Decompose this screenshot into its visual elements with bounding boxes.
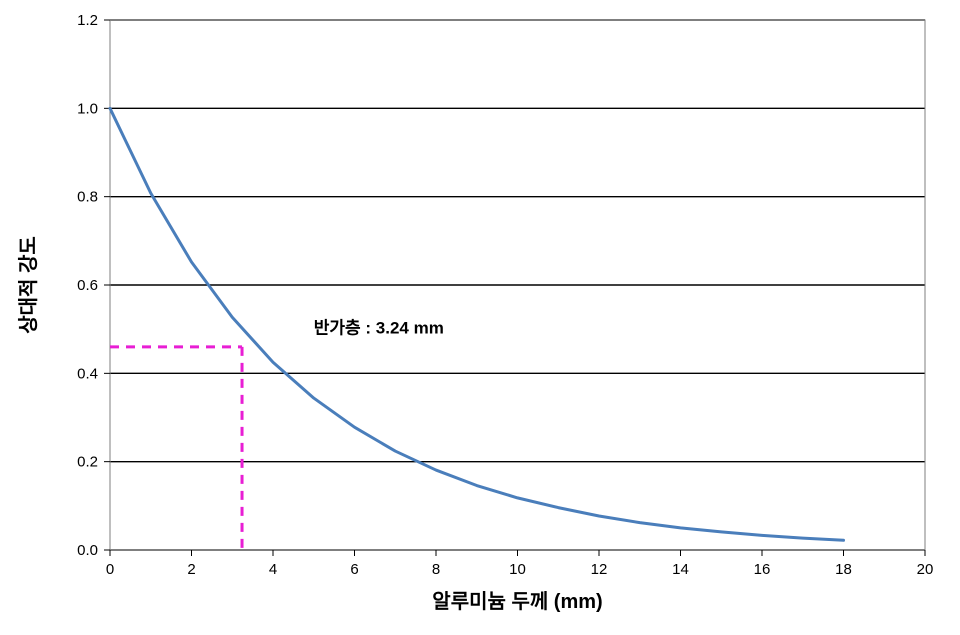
x-tick-label: 0 xyxy=(106,561,114,578)
x-tick-label: 16 xyxy=(754,561,771,578)
x-axis-title: 알루미늄 두께 (mm) xyxy=(432,590,602,613)
x-tick-label: 12 xyxy=(591,561,608,578)
series-line xyxy=(110,108,844,540)
chart-svg: 0 2 4 6 8 10 12 14 16 18 20 0.0 0.2 0.4 0.6 0.8 1.0 1.2 반가… xyxy=(0,0,960,635)
y-tick-label: 0.0 xyxy=(77,542,98,559)
x-tick-label: 2 xyxy=(187,561,195,578)
y-tick-label: 0.2 xyxy=(77,454,98,471)
x-tick-label: 20 xyxy=(917,561,934,578)
y-tick-label: 1.2 xyxy=(77,12,98,29)
chart-container: 0 2 4 6 8 10 12 14 16 18 20 0.0 0.2 0.4 0.6 0.8 1.0 1.2 반가… xyxy=(0,0,960,635)
y-tick-label: 1.0 xyxy=(77,100,98,117)
annotation-label: 반가층 : 3.24 mm xyxy=(314,319,444,338)
x-tick-label: 6 xyxy=(350,561,358,578)
y-tick-label: 0.8 xyxy=(77,189,98,206)
y-tick-label: 0.4 xyxy=(77,365,98,382)
x-tick-label: 4 xyxy=(269,561,277,578)
y-tick-label: 0.6 xyxy=(77,277,98,294)
x-tick-label: 8 xyxy=(432,561,440,578)
x-tick-label: 14 xyxy=(672,561,689,578)
y-axis-title: 상대적 강도 xyxy=(17,236,40,334)
x-tick-label: 18 xyxy=(835,561,852,578)
x-tick-label: 10 xyxy=(509,561,526,578)
